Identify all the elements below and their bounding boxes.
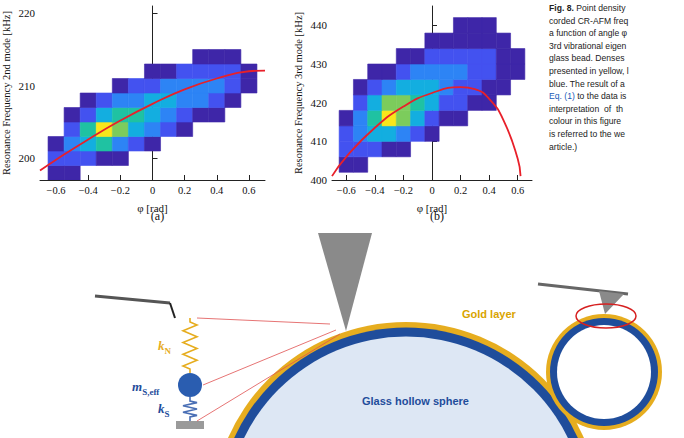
svg-text:200: 200 [19, 152, 36, 164]
svg-text:−0.2: −0.2 [394, 185, 413, 196]
svg-text:0: 0 [429, 185, 434, 196]
svg-text:210: 210 [19, 80, 36, 92]
svg-text:kS: kS [158, 401, 170, 419]
svg-text:−0.2: −0.2 [111, 185, 130, 196]
html-text:blue. The result of a: blue. The result of a [549, 78, 625, 89]
svg-text:Resonance Frequency 3rd mode [: Resonance Frequency 3rd mode [kHz] [293, 12, 304, 174]
svg-text:0.6: 0.6 [242, 185, 255, 196]
svg-text:φ [rad]: φ [rad] [137, 201, 168, 214]
svg-text:−0.4: −0.4 [365, 185, 385, 196]
html-text:colour in this figure: colour in this figure [549, 116, 622, 127]
svg-text:400: 400 [311, 174, 328, 186]
html-text:Eq. (1) to the data is: Eq. (1) to the data is [549, 91, 627, 102]
svg-text:0.6: 0.6 [511, 185, 524, 196]
svg-text:(b): (b) [430, 209, 444, 223]
svg-text:−0.6: −0.6 [337, 185, 356, 196]
svg-text:430: 430 [311, 58, 328, 70]
svg-text:Glass hollow sphere: Glass hollow sphere [362, 395, 469, 407]
svg-text:410: 410 [311, 135, 328, 147]
html-text:glass bead. Denses: glass bead. Denses [549, 53, 625, 64]
svg-text:−0.4: −0.4 [79, 185, 99, 196]
svg-text:0.4: 0.4 [483, 185, 497, 196]
html-text:article.): article.) [549, 141, 578, 152]
html-text:presented in yellow, l: presented in yellow, l [549, 66, 629, 76]
svg-text:(a): (a) [151, 209, 164, 223]
svg-text:0: 0 [150, 185, 155, 196]
svg-text:mS,eff: mS,eff [132, 379, 160, 397]
html-text:a function of angle φ: a function of angle φ [549, 28, 628, 39]
html-text:3rd vibrational eigen: 3rd vibrational eigen [549, 40, 627, 51]
html-text:Fig. 8. Point density: Fig. 8. Point density [549, 3, 626, 13]
svg-text:220: 220 [19, 7, 36, 19]
svg-text:Gold layer: Gold layer [462, 308, 517, 320]
svg-text:420: 420 [311, 97, 328, 109]
html-text:interpretation of th: interpretation of th [549, 103, 623, 114]
svg-text:0.2: 0.2 [454, 185, 467, 196]
svg-text:Resonance Frequency 2nd mode [: Resonance Frequency 2nd mode [kHz] [1, 11, 12, 175]
svg-text:0.2: 0.2 [178, 185, 191, 196]
svg-text:0.4: 0.4 [210, 185, 224, 196]
svg-text:440: 440 [311, 19, 328, 31]
svg-text:−0.6: −0.6 [47, 185, 66, 196]
html-text:corded CR-AFM freq: corded CR-AFM freq [549, 15, 629, 26]
svg-text:kN: kN [158, 338, 172, 356]
html-text:is referred to the we: is referred to the we [549, 128, 625, 139]
svg-text:φ [rad]: φ [rad] [416, 201, 448, 214]
